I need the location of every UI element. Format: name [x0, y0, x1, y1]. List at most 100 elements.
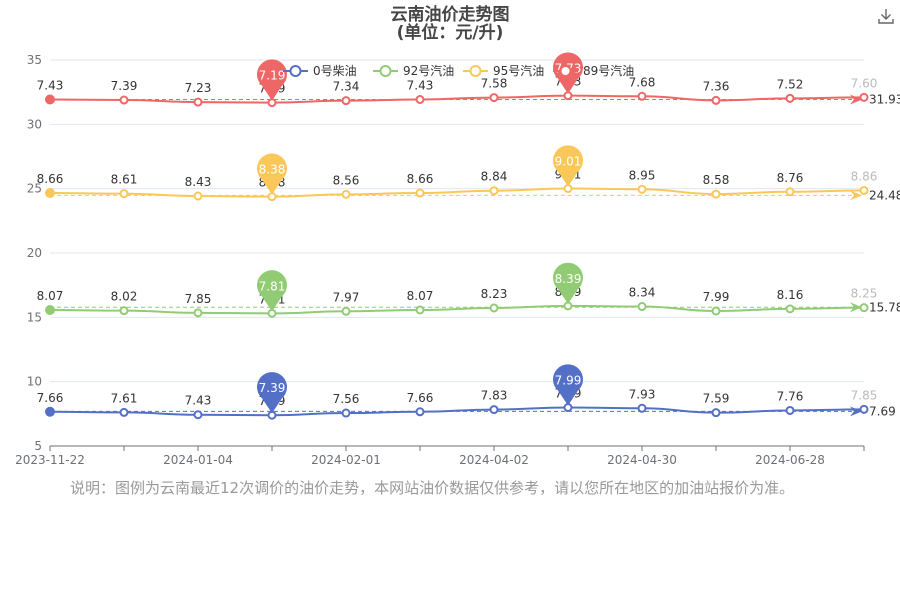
y-tick-label: 5 [34, 439, 42, 453]
average-arrow [850, 302, 862, 313]
data-label: 7.56 [333, 392, 360, 406]
data-point[interactable] [119, 306, 129, 316]
max-marker[interactable]: 8.39 [553, 262, 584, 304]
data-point[interactable] [415, 95, 425, 105]
data-point[interactable] [119, 95, 129, 105]
legend-item-1[interactable]: 92号汽油 [373, 63, 454, 78]
data-label: 8.58 [703, 173, 730, 187]
legend-label: 89号汽油 [583, 63, 634, 78]
data-point[interactable] [119, 407, 129, 417]
data-point[interactable] [859, 303, 869, 313]
data-point[interactable] [489, 186, 499, 196]
data-label: 8.76 [777, 171, 804, 185]
pin-marker-label: 7.39 [259, 381, 286, 395]
data-label: 8.86 [851, 169, 878, 183]
legend-item-2[interactable]: 95号汽油 [463, 63, 544, 78]
data-point[interactable] [711, 189, 721, 199]
data-point[interactable] [341, 189, 351, 199]
data-point[interactable] [489, 303, 499, 313]
series-line [49, 187, 865, 198]
data-point[interactable] [193, 97, 203, 107]
data-label: 7.60 [851, 76, 878, 90]
data-point[interactable] [785, 187, 795, 197]
x-tick-label: 2023-11-22 [15, 453, 85, 467]
min-marker[interactable]: 8.38 [257, 153, 287, 195]
data-point[interactable] [341, 96, 351, 106]
data-point[interactable] [785, 304, 795, 314]
data-point[interactable] [415, 407, 425, 417]
data-point[interactable] [785, 93, 795, 103]
data-label: 8.25 [851, 287, 878, 301]
data-label: 7.52 [777, 77, 804, 91]
legend-swatch-dot [559, 65, 572, 77]
grid [50, 59, 864, 383]
data-point[interactable] [119, 189, 129, 199]
series-0: 7.69 7.66 7.61 7.43 7.39 7.56 7.66 7.83 7.99 7.93… [37, 364, 896, 420]
pin-marker-label: 7.81 [259, 279, 286, 293]
data-point[interactable] [193, 410, 203, 420]
data-label: 8.07 [37, 289, 64, 303]
data-point[interactable] [193, 308, 203, 318]
data-label: 8.02 [111, 290, 138, 304]
data-point[interactable] [45, 406, 55, 417]
data-label: 7.23 [185, 81, 212, 95]
data-point[interactable] [785, 405, 795, 415]
legend-item-3[interactable]: 89号汽油 [553, 63, 634, 78]
data-point[interactable] [859, 92, 869, 102]
data-point[interactable] [489, 405, 499, 415]
average-label: 31.93 [869, 93, 900, 107]
average-arrow [850, 406, 862, 417]
data-point[interactable] [415, 188, 425, 198]
x-axis: 2023-11-22 2024-01-04 2024-02-01 2024-04-02… [15, 445, 865, 467]
data-label: 7.85 [185, 292, 212, 306]
data-point[interactable] [637, 403, 647, 413]
data-point[interactable] [45, 94, 55, 105]
data-label: 8.43 [185, 175, 212, 189]
data-label: 7.66 [407, 391, 434, 405]
legend-item-0[interactable]: 0号柴油 [283, 64, 357, 78]
chart-note: 说明：图例为云南最近12次调价的油价走势，本网站油价数据仅供参考，请以您所在地区… [70, 479, 795, 497]
chart-title-line2: (单位：元/升) [397, 22, 504, 43]
data-label: 7.43 [37, 79, 64, 93]
data-point[interactable] [341, 408, 351, 418]
data-point[interactable] [45, 304, 55, 315]
data-point[interactable] [637, 91, 647, 101]
y-tick-label: 35 [27, 53, 42, 67]
data-point[interactable] [415, 305, 425, 315]
pin-marker-shape [257, 372, 287, 414]
data-label: 7.34 [333, 80, 360, 94]
data-point[interactable] [193, 191, 203, 201]
y-tick-label: 15 [27, 310, 42, 324]
data-label: 7.59 [703, 392, 730, 406]
average-arrow [850, 190, 862, 201]
legend-swatch-dot [379, 65, 392, 77]
data-point[interactable] [711, 95, 721, 105]
min-marker[interactable]: 7.81 [257, 270, 287, 312]
legend-swatch-dot [469, 65, 482, 77]
data-label: 8.66 [37, 172, 64, 186]
pin-marker-label: 7.19 [259, 69, 286, 83]
data-point[interactable] [341, 306, 351, 316]
max-marker[interactable]: 7.99 [553, 364, 584, 406]
download-icon[interactable] [876, 6, 896, 26]
x-tick-label: 2024-06-28 [755, 453, 825, 467]
max-marker[interactable]: 9.01 [553, 145, 583, 187]
data-label: 8.61 [111, 173, 138, 187]
min-marker[interactable]: 7.19 [257, 59, 287, 101]
data-point[interactable] [637, 184, 647, 194]
data-point[interactable] [711, 408, 721, 418]
min-marker[interactable]: 7.39 [257, 372, 287, 414]
data-label: 7.85 [851, 388, 878, 402]
data-label: 7.43 [407, 79, 434, 93]
data-point[interactable] [859, 404, 869, 414]
data-point[interactable] [489, 93, 499, 103]
x-tick-label: 2024-02-01 [311, 453, 381, 467]
average-arrow [850, 94, 862, 105]
data-point[interactable] [45, 188, 55, 199]
average-label: 24.48 [869, 188, 900, 202]
data-point[interactable] [859, 185, 869, 195]
legend[interactable]: 0号柴油 92号汽油 95号汽油 89号汽油 [283, 63, 634, 78]
data-point[interactable] [637, 302, 647, 312]
x-tick-label: 2024-04-02 [459, 453, 529, 467]
data-point[interactable] [711, 306, 721, 316]
